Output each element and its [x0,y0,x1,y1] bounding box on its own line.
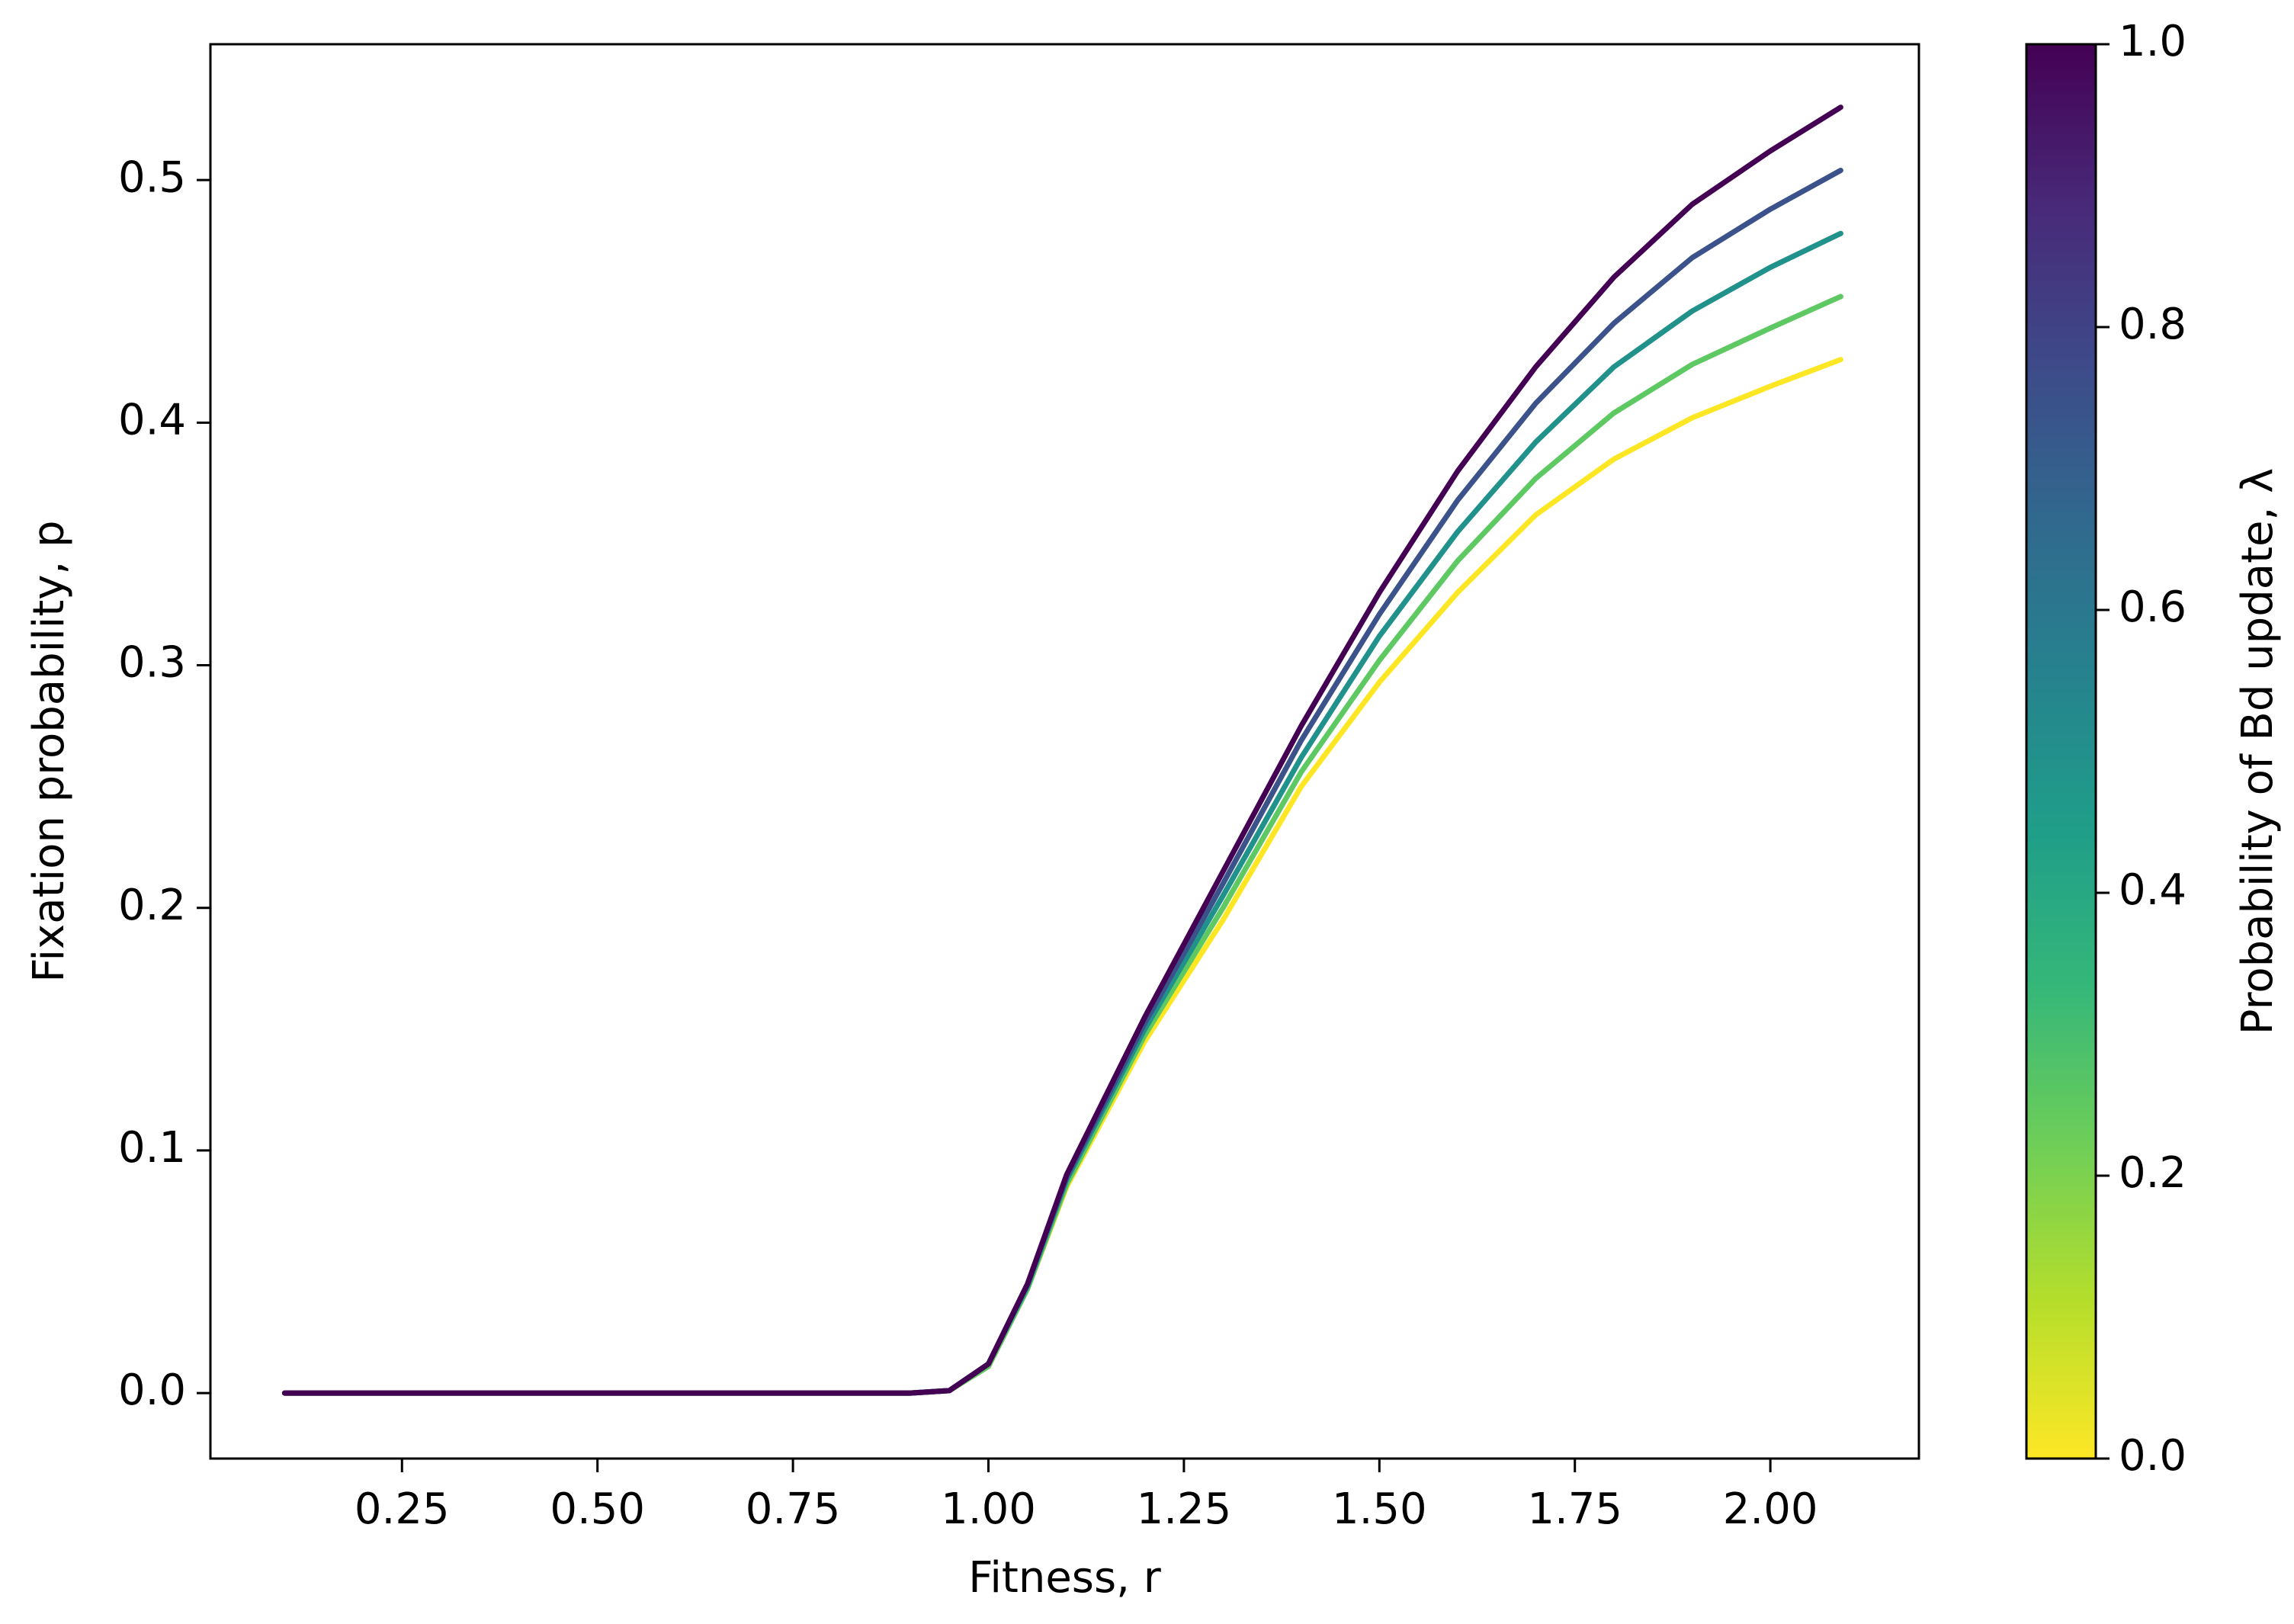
colorbar-tick-label: 1.0 [2119,17,2187,66]
colorbar [2025,43,2097,1460]
y-axis-label: Fixation probability, p [24,520,74,982]
colorbar-tick-label: 0.2 [2119,1148,2187,1198]
colorbar-tick-label: 0.6 [2119,583,2187,632]
y-tick-label: 0.3 [118,638,186,688]
y-tick-label: 0.0 [118,1366,186,1415]
x-tick-label: 0.50 [550,1484,645,1534]
colorbar-tick-label: 0.0 [2119,1431,2187,1481]
plot-frame [209,43,1920,1460]
series-line [281,104,1843,1396]
x-tick-label: 1.75 [1527,1484,1622,1534]
y-tick-label: 0.4 [118,396,186,445]
x-tick-label: 1.00 [941,1484,1036,1534]
y-tick-label: 0.5 [118,152,186,202]
x-tick-label: 0.75 [746,1484,841,1534]
colorbar-tick-label: 0.4 [2119,865,2187,915]
x-axis-label: Fitness, r [968,1553,1162,1603]
series-line [281,168,1843,1396]
x-tick-label: 1.50 [1332,1484,1427,1534]
y-tick-label: 0.2 [118,881,186,930]
y-tick-label: 0.1 [118,1123,186,1173]
x-tick-label: 0.25 [355,1484,450,1534]
colorbar-label: Probability of Bd update, λ [2233,468,2283,1035]
colorbar-tick-label: 0.8 [2119,300,2187,349]
x-tick-label: 1.25 [1137,1484,1232,1534]
x-tick-label: 2.00 [1723,1484,1818,1534]
series-line [281,230,1843,1396]
series-line [281,357,1843,1396]
